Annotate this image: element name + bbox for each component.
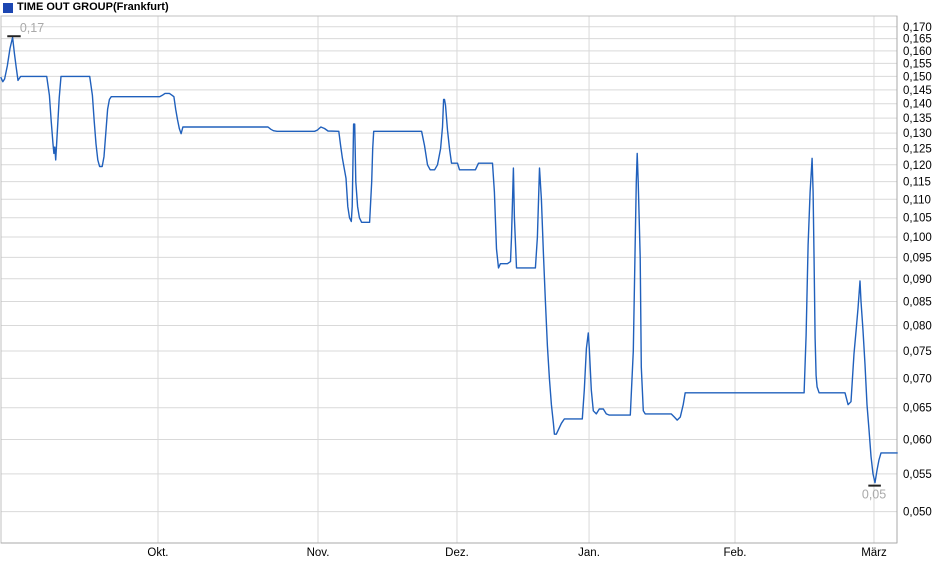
y-tick-label: 0,135 bbox=[903, 113, 932, 125]
chart-exchange: (Frankfurt) bbox=[113, 1, 169, 13]
y-tick-label: 0,060 bbox=[903, 434, 932, 446]
y-tick-label: 0,145 bbox=[903, 85, 932, 97]
y-tick-label: 0,100 bbox=[903, 232, 932, 244]
chart-header: TIME OUT GROUP (Frankfurt) bbox=[0, 0, 940, 16]
y-tick-label: 0,085 bbox=[903, 296, 932, 308]
y-tick-label: 0,160 bbox=[903, 46, 932, 58]
y-tick-label: 0,065 bbox=[903, 403, 932, 415]
plot-border bbox=[0, 15, 898, 544]
y-tick-label: 0,130 bbox=[903, 128, 932, 140]
x-tick-label: Dez. bbox=[445, 547, 469, 559]
chart-title: TIME OUT GROUP bbox=[17, 1, 113, 13]
x-tick-label: März bbox=[861, 547, 887, 559]
y-tick-label: 0,080 bbox=[903, 320, 932, 332]
y-tick-label: 0,125 bbox=[903, 144, 932, 156]
x-tick-label: Nov. bbox=[307, 547, 330, 559]
low-annotation: 0,05 bbox=[862, 488, 886, 502]
y-tick-label: 0,055 bbox=[903, 469, 932, 481]
y-tick-label: 0,170 bbox=[903, 22, 932, 34]
x-tick-label: Feb. bbox=[723, 547, 746, 559]
y-tick-label: 0,165 bbox=[903, 34, 932, 46]
y-tick-label: 0,115 bbox=[903, 177, 931, 189]
y-tick-label: 0,105 bbox=[903, 213, 932, 225]
high-annotation: 0,17 bbox=[20, 21, 44, 35]
x-tick-label: Jan. bbox=[578, 547, 600, 559]
y-tick-label: 0,150 bbox=[903, 71, 932, 83]
y-tick-label: 0,075 bbox=[903, 346, 932, 358]
y-tick-label: 0,120 bbox=[903, 160, 932, 172]
y-tick-label: 0,110 bbox=[903, 194, 931, 206]
y-tick-label: 0,090 bbox=[903, 274, 932, 286]
series-legend-swatch bbox=[3, 3, 13, 13]
y-tick-label: 0,155 bbox=[903, 58, 932, 70]
y-tick-label: 0,070 bbox=[903, 373, 932, 385]
y-tick-label: 0,050 bbox=[903, 507, 932, 519]
y-tick-label: 0,140 bbox=[903, 99, 932, 111]
price-line bbox=[0, 36, 898, 484]
x-tick-label: Okt. bbox=[147, 547, 168, 559]
y-tick-label: 0,095 bbox=[903, 252, 932, 264]
